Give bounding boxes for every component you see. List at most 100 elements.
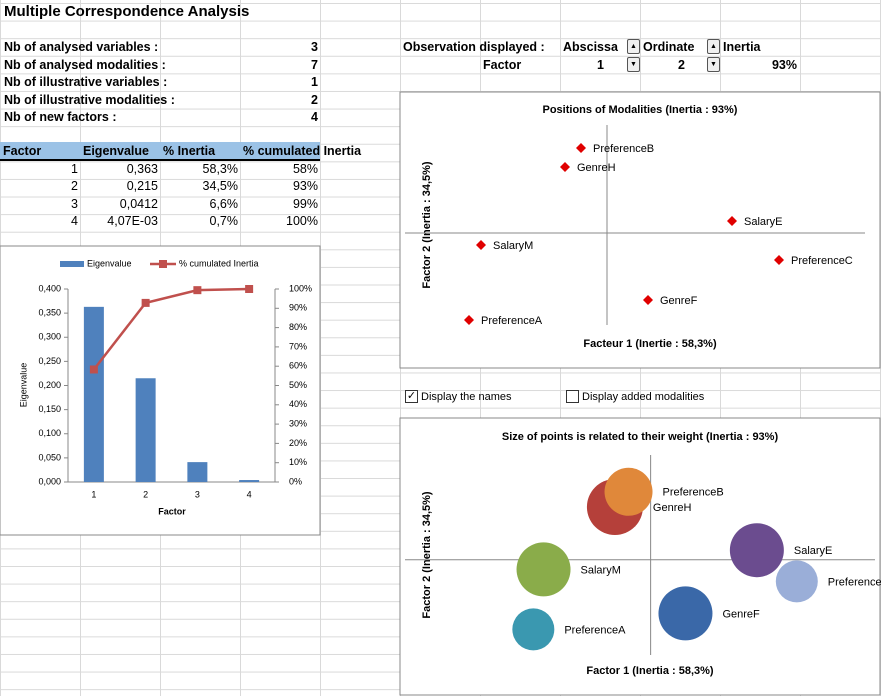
point-label: GenreH — [653, 502, 692, 514]
table-cell: 0,0412 — [119, 196, 158, 211]
line — [92, 287, 250, 371]
x-tick-label: 1 — [91, 489, 96, 499]
summary-label: Nb of illustrative modalities : — [4, 92, 175, 107]
point-label: PreferenceC — [828, 576, 881, 588]
abscissa-up[interactable]: ▲ — [627, 39, 640, 54]
table-header: % Inertia — [163, 144, 216, 158]
table-cell: 2 — [71, 179, 78, 194]
ordinate-down[interactable]: ▼ — [707, 57, 720, 72]
x-axis-title: Factor — [158, 506, 186, 516]
bar — [135, 378, 156, 482]
y-tick-label: 0,200 — [38, 380, 61, 390]
summary-value: 3 — [311, 40, 318, 54]
table-cell: 58% — [292, 162, 318, 176]
point-label: GenreF — [722, 608, 760, 620]
point-label: PreferenceB — [663, 487, 724, 499]
summary-value: 2 — [311, 92, 318, 107]
ordinate-label: Ordinate — [643, 40, 695, 54]
y-tick-label: 0,150 — [38, 404, 61, 414]
bubble — [658, 586, 713, 641]
y-tick-label: 0,050 — [38, 452, 61, 462]
point-label: GenreH — [577, 162, 616, 174]
line-marker — [245, 285, 254, 293]
combo-panel — [0, 245, 321, 536]
summary-label: Nb of analysed variables : — [4, 40, 159, 54]
y2-tick-label: 40% — [289, 399, 307, 409]
ordinate-value: 2 — [678, 58, 685, 72]
table-cell: 0,363 — [126, 162, 158, 176]
legend-label: % cumulated Inertia — [179, 258, 259, 268]
abscissa-label: Abscissa — [563, 40, 618, 54]
x-tick-label: 2 — [143, 489, 148, 499]
y-axis-title: Factor 2 (Inertia : 34,5%) — [421, 161, 433, 288]
y-tick-label: 0,400 — [38, 283, 61, 293]
summary-value: 4 — [311, 110, 318, 125]
y-axis-title: Factor 2 (Inertia : 34,5%) — [421, 491, 433, 618]
table-cell: 99% — [292, 196, 318, 211]
summary-label: Nb of illustrative variables : — [4, 75, 168, 90]
y2-tick-label: 60% — [289, 361, 307, 371]
y-tick-label: 0,100 — [38, 428, 61, 438]
checkbox[interactable]: ✓ — [405, 390, 418, 403]
checkbox[interactable] — [566, 390, 579, 403]
point — [727, 216, 737, 226]
abscissa-down[interactable]: ▼ — [627, 57, 640, 72]
chart-title: Positions of Modalities (Inertia : 93%) — [543, 104, 738, 116]
table-cell: 100% — [286, 213, 318, 228]
y2-tick-label: 70% — [289, 341, 307, 351]
bubble-panel — [399, 417, 881, 696]
table-cell: 58,3% — [202, 162, 238, 176]
point — [643, 295, 653, 305]
point-label: PreferenceB — [593, 143, 654, 155]
y-axis-title: Eigenvalue — [18, 363, 28, 408]
point-label: SalaryE — [744, 216, 783, 228]
y2-tick-label: 80% — [289, 322, 307, 332]
abscissa-value: 1 — [597, 58, 604, 72]
table-header-bg — [0, 142, 320, 160]
summary-value: 1 — [311, 75, 318, 90]
table-cell: 3 — [71, 196, 78, 211]
y2-tick-label: 20% — [289, 438, 307, 448]
chart-title: Size of points is related to their weigh… — [502, 431, 779, 443]
table-cell: 1 — [71, 162, 78, 176]
table-header: Factor — [3, 144, 42, 158]
y2-tick-label: 90% — [289, 303, 307, 313]
sheet-title: Multiple Correspondence Analysis — [4, 3, 250, 20]
checkbox-label: Display added modalities — [582, 391, 705, 403]
point-label: SalaryM — [581, 564, 621, 576]
table-cell: 34,5% — [202, 179, 238, 194]
ordinate-up[interactable]: ▲ — [707, 39, 720, 54]
x-axis-title: Factor 1 (Inertia : 58,3%) — [586, 665, 713, 677]
table-cell: 6,6% — [209, 196, 239, 211]
point-label: PreferenceC — [791, 255, 853, 267]
point — [576, 143, 586, 153]
bar — [83, 306, 104, 482]
factor-label: Factor — [483, 58, 522, 72]
line-marker — [89, 365, 98, 374]
point — [464, 315, 474, 325]
point-label: GenreF — [660, 295, 698, 307]
bubble — [775, 560, 818, 603]
table-cell: 4,07E-03 — [107, 213, 158, 228]
y-tick-label: 0,350 — [38, 308, 61, 318]
legend-swatch — [159, 260, 167, 268]
point — [560, 162, 570, 172]
y-tick-label: 0,250 — [38, 356, 61, 366]
x-tick-label: 4 — [247, 489, 252, 499]
summary-value: 7 — [311, 57, 318, 72]
table-cell: 93% — [292, 179, 318, 194]
table-header: Eigenvalue — [83, 144, 149, 158]
bar — [239, 480, 260, 482]
inertia-label: Inertia — [723, 40, 761, 54]
point-label: PreferenceA — [481, 315, 543, 327]
point-label: SalaryE — [794, 545, 833, 557]
line-marker — [193, 286, 202, 295]
point-label: SalaryM — [493, 240, 533, 252]
legend-label: Eigenvalue — [87, 258, 132, 268]
bubble — [516, 542, 571, 597]
bubble — [729, 523, 784, 578]
summary-label: Nb of analysed modalities : — [4, 57, 166, 72]
y2-tick-label: 0% — [289, 476, 302, 486]
